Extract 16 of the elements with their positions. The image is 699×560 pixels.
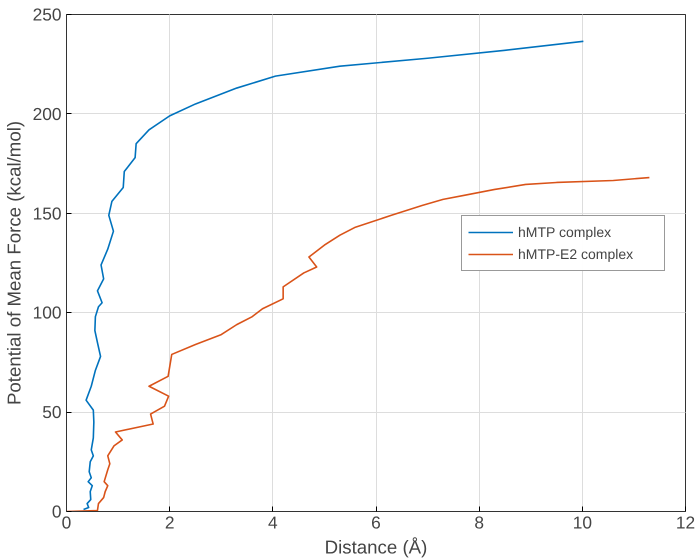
legend-label: hMTP complex [518,224,612,240]
y-tick-label: 100 [32,302,62,323]
x-tick-label: 10 [572,512,592,532]
y-tick-label: 250 [32,4,62,24]
legend-label: hMTP-E2 complex [518,246,634,262]
x-tick-label: 4 [268,512,278,532]
x-tick-label: 8 [474,512,484,532]
y-tick-label: 200 [32,104,62,124]
y-tick-label: 150 [32,203,62,224]
x-axis-title: Distance (Å) [324,536,428,558]
x-tick-label: 2 [164,512,174,532]
line-series [66,176,650,512]
x-tick-label: 12 [676,512,696,532]
y-axis-title: Potential of Mean Force (kcal/mol) [4,120,25,406]
x-tick-label: 6 [371,512,381,532]
y-tick-label: 50 [42,402,62,422]
